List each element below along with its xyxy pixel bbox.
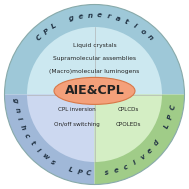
Text: AIE&CPL: AIE&CPL [65, 84, 124, 97]
Text: Liquid crystals: Liquid crystals [73, 43, 116, 47]
Text: n: n [13, 107, 20, 113]
Text: i: i [16, 117, 22, 121]
Text: a: a [115, 15, 121, 22]
Text: e: e [147, 147, 154, 154]
Text: r: r [106, 13, 111, 20]
Text: CPLCDs: CPLCDs [118, 107, 139, 112]
Text: g: g [12, 98, 19, 103]
Text: h: h [19, 124, 26, 131]
Text: On/off switching: On/off switching [54, 122, 99, 127]
Text: i: i [132, 160, 137, 166]
Ellipse shape [54, 77, 135, 104]
Text: CPL inversion: CPL inversion [58, 107, 95, 112]
Text: d: d [153, 139, 161, 147]
Wedge shape [27, 27, 162, 94]
Text: CPOLEDs: CPOLEDs [116, 122, 141, 127]
Text: i: i [36, 148, 41, 153]
Text: n: n [146, 34, 154, 42]
Text: e: e [113, 167, 120, 174]
Text: C: C [35, 34, 43, 42]
Text: o: o [139, 28, 146, 36]
Text: L: L [163, 123, 171, 129]
Text: P: P [76, 169, 82, 176]
Text: s: s [104, 170, 109, 176]
Text: c: c [123, 164, 129, 171]
Text: e: e [77, 13, 83, 20]
Wedge shape [5, 94, 94, 184]
Wedge shape [27, 94, 94, 162]
Text: L: L [51, 22, 58, 30]
Text: i: i [132, 23, 137, 29]
Text: Supramolecular assemblies: Supramolecular assemblies [53, 56, 136, 61]
Text: (Macro)molecular luminogens: (Macro)molecular luminogens [49, 70, 140, 74]
Wedge shape [94, 94, 184, 184]
Text: P: P [43, 28, 50, 36]
Text: s: s [50, 158, 57, 166]
Wedge shape [5, 5, 184, 94]
Text: t: t [29, 140, 36, 147]
Text: P: P [167, 113, 174, 120]
Text: L: L [67, 166, 73, 174]
Text: t: t [124, 19, 129, 26]
Text: e: e [97, 12, 102, 19]
Text: n: n [87, 12, 93, 19]
Wedge shape [94, 94, 162, 162]
Text: C: C [169, 104, 176, 110]
Text: v: v [139, 153, 147, 161]
Text: c: c [23, 132, 31, 139]
Text: g: g [68, 15, 75, 22]
Text: w: w [41, 152, 50, 161]
Text: C: C [86, 170, 91, 177]
